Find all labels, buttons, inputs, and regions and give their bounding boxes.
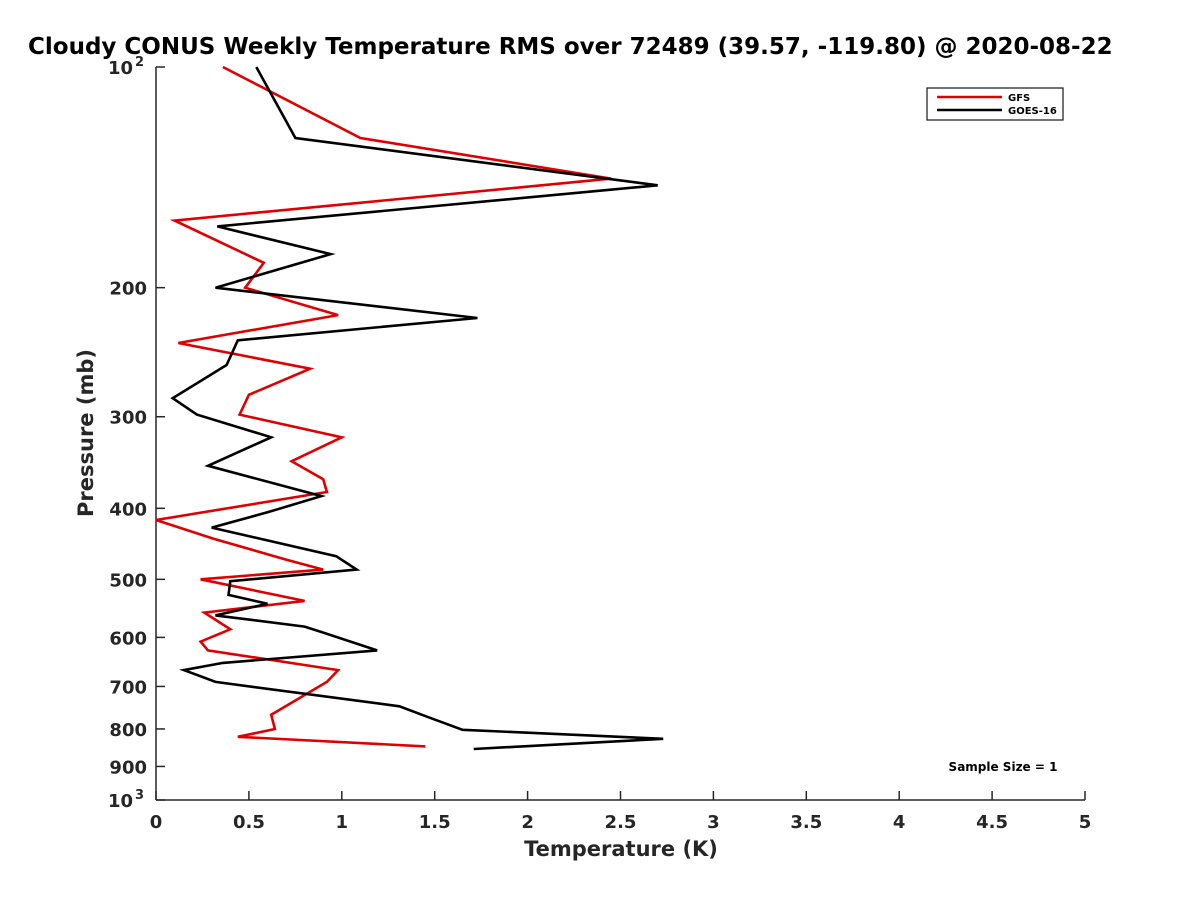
y-tick-label: 500 bbox=[109, 570, 147, 591]
legend: GFS GOES-16 bbox=[926, 87, 1064, 121]
x-tick-label: 4.5 bbox=[976, 812, 1008, 833]
x-tick-label: 2 bbox=[521, 812, 534, 833]
y-tick-label: 300 bbox=[109, 408, 147, 429]
x-tick-label: 0 bbox=[150, 812, 163, 833]
y-tick-label: 400 bbox=[109, 499, 147, 520]
x-tick-label: 2.5 bbox=[605, 812, 637, 833]
x-tick-label: 3.5 bbox=[790, 812, 822, 833]
series-line-goes-16 bbox=[170, 66, 664, 751]
axes: 0 0.5 1 1.5 2 2.5 3 3.5 4 4.5 510 22003004005006007… bbox=[108, 55, 1091, 833]
x-tick-label: 5 bbox=[1079, 812, 1092, 833]
x-axis-label: Temperature (K) bbox=[524, 837, 718, 861]
y-tick-exponent: 3 bbox=[135, 788, 144, 803]
y-tick-label: 700 bbox=[109, 677, 147, 698]
y-tick-label: 600 bbox=[109, 628, 147, 649]
x-tick-label: 0.5 bbox=[233, 812, 265, 833]
legend-label: GOES-16 bbox=[1008, 106, 1057, 117]
series-layer bbox=[155, 65, 664, 751]
chart-title: Cloudy CONUS Weekly Temperature RMS over… bbox=[28, 34, 1113, 60]
y-tick-label: 10 bbox=[108, 58, 133, 79]
x-tick-label: 4 bbox=[893, 812, 906, 833]
x-tick-label: 1.5 bbox=[419, 812, 451, 833]
y-tick-label: 800 bbox=[109, 720, 147, 741]
y-tick-label: 10 bbox=[108, 791, 133, 812]
x-tick-label: 1 bbox=[336, 812, 349, 833]
sample-size-annotation: Sample Size = 1 bbox=[949, 760, 1058, 774]
legend-box bbox=[926, 87, 1064, 121]
y-tick-exponent: 2 bbox=[135, 55, 144, 70]
y-tick-label: 200 bbox=[109, 279, 147, 300]
x-tick-label: 3 bbox=[707, 812, 720, 833]
y-tick-label: 900 bbox=[109, 757, 147, 778]
legend-label: GFS bbox=[1008, 93, 1030, 104]
series-line-gfs bbox=[155, 65, 612, 748]
y-axis-label: Pressure (mb) bbox=[74, 349, 98, 517]
